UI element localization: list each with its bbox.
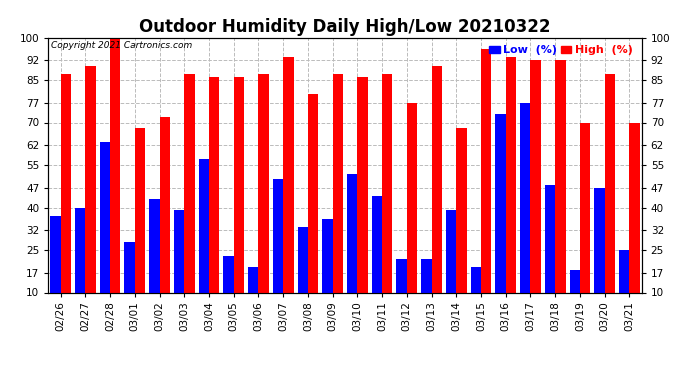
Bar xyxy=(619,250,629,292)
Bar xyxy=(594,188,604,292)
Bar xyxy=(61,74,71,292)
Bar xyxy=(322,219,333,292)
Bar xyxy=(569,270,580,292)
Bar xyxy=(135,128,145,292)
Bar xyxy=(397,258,407,292)
Bar xyxy=(149,199,159,292)
Bar xyxy=(86,66,96,292)
Bar xyxy=(297,227,308,292)
Bar xyxy=(199,159,209,292)
Bar xyxy=(531,60,541,292)
Bar xyxy=(629,123,640,292)
Bar xyxy=(604,74,615,292)
Bar xyxy=(224,256,234,292)
Bar xyxy=(481,49,491,292)
Bar xyxy=(446,210,456,292)
Bar xyxy=(308,94,318,292)
Bar xyxy=(471,267,481,292)
Bar xyxy=(273,179,283,292)
Bar xyxy=(174,210,184,292)
Bar xyxy=(347,174,357,292)
Bar xyxy=(456,128,466,292)
Bar xyxy=(555,60,566,292)
Bar xyxy=(209,77,219,292)
Text: Copyright 2021 Cartronics.com: Copyright 2021 Cartronics.com xyxy=(51,41,193,50)
Bar xyxy=(124,242,135,292)
Bar xyxy=(248,267,259,292)
Bar xyxy=(333,74,343,292)
Bar xyxy=(382,74,393,292)
Bar xyxy=(100,142,110,292)
Bar xyxy=(431,66,442,292)
Bar xyxy=(372,196,382,292)
Bar xyxy=(506,57,516,292)
Bar xyxy=(357,77,368,292)
Title: Outdoor Humidity Daily High/Low 20210322: Outdoor Humidity Daily High/Low 20210322 xyxy=(139,18,551,36)
Legend: Low  (%), High  (%): Low (%), High (%) xyxy=(489,44,633,56)
Bar xyxy=(421,258,431,292)
Bar xyxy=(495,114,506,292)
Bar xyxy=(259,74,269,292)
Bar xyxy=(545,185,555,292)
Bar xyxy=(50,216,61,292)
Bar xyxy=(283,57,293,292)
Bar xyxy=(110,38,121,292)
Bar xyxy=(159,117,170,292)
Bar xyxy=(407,103,417,292)
Bar xyxy=(234,77,244,292)
Bar xyxy=(580,123,590,292)
Bar xyxy=(75,207,86,292)
Bar xyxy=(520,103,531,292)
Bar xyxy=(184,74,195,292)
